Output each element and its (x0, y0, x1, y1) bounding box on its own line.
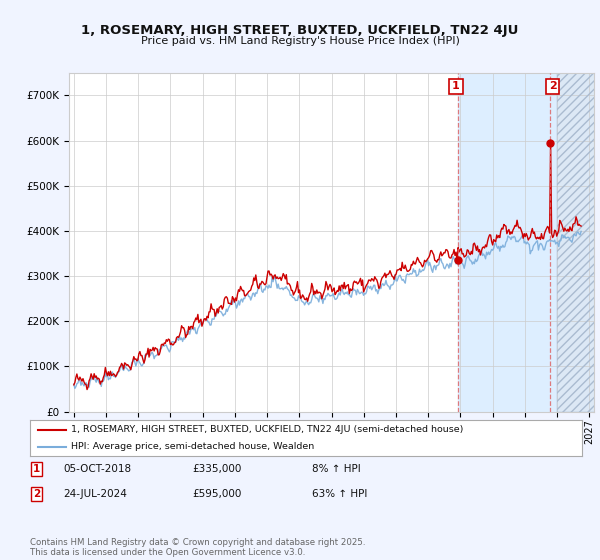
Text: £595,000: £595,000 (192, 489, 241, 499)
Text: £335,000: £335,000 (192, 464, 241, 474)
Text: 63% ↑ HPI: 63% ↑ HPI (312, 489, 367, 499)
Text: 1, ROSEMARY, HIGH STREET, BUXTED, UCKFIELD, TN22 4JU (semi-detached house): 1, ROSEMARY, HIGH STREET, BUXTED, UCKFIE… (71, 426, 464, 435)
Text: 1, ROSEMARY, HIGH STREET, BUXTED, UCKFIELD, TN22 4JU: 1, ROSEMARY, HIGH STREET, BUXTED, UCKFIE… (82, 24, 518, 36)
Bar (458, 73, 557, 412)
Text: 24-JUL-2024: 24-JUL-2024 (63, 489, 127, 499)
Text: 1: 1 (33, 464, 40, 474)
Text: 1: 1 (452, 81, 460, 91)
Text: 8% ↑ HPI: 8% ↑ HPI (312, 464, 361, 474)
Text: 05-OCT-2018: 05-OCT-2018 (63, 464, 131, 474)
Text: HPI: Average price, semi-detached house, Wealden: HPI: Average price, semi-detached house,… (71, 442, 314, 451)
Text: Price paid vs. HM Land Registry's House Price Index (HPI): Price paid vs. HM Land Registry's House … (140, 36, 460, 46)
Text: 2: 2 (33, 489, 40, 499)
Bar (557, 73, 600, 412)
Text: 2: 2 (549, 81, 556, 91)
Text: Contains HM Land Registry data © Crown copyright and database right 2025.
This d: Contains HM Land Registry data © Crown c… (30, 538, 365, 557)
Bar (557, 73, 600, 412)
